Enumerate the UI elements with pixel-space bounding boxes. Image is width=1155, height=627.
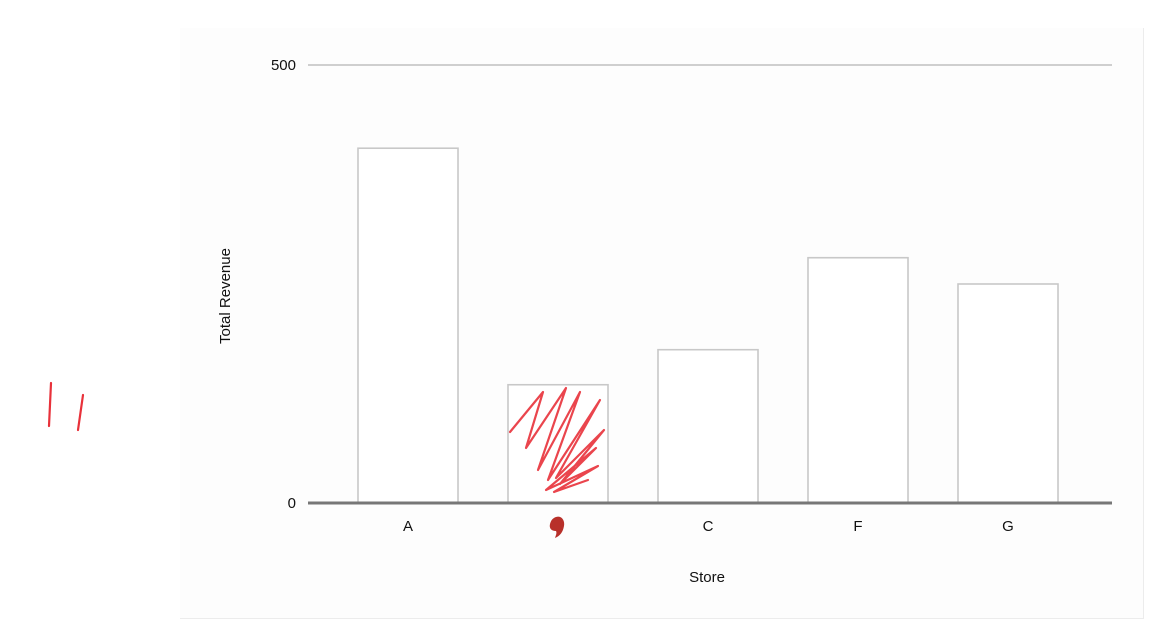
- handwritten-annotations: [47, 381, 606, 494]
- y-tick-label: 500: [271, 57, 296, 74]
- bars: [357, 147, 1059, 504]
- y-axis-label: Total Revenue: [217, 248, 234, 344]
- bar-g: [957, 283, 1059, 504]
- x-tick-label: F: [853, 518, 862, 535]
- y-tick-label: 0: [288, 495, 296, 512]
- x-tick-label: A: [403, 518, 413, 535]
- bar-c: [657, 348, 759, 504]
- x-tick-label: C: [703, 518, 714, 535]
- x-tick-label: G: [1002, 518, 1014, 535]
- bar-f: [807, 256, 909, 504]
- tally-stroke: [47, 381, 53, 428]
- tally-stroke: [76, 393, 85, 432]
- x-axis-label: Store: [689, 569, 725, 586]
- x-tick-label-b-ink-blot: [549, 516, 565, 538]
- y-axis-ticks: 0 500: [271, 57, 296, 512]
- red-scribble: [508, 386, 606, 494]
- bar-a: [357, 147, 459, 504]
